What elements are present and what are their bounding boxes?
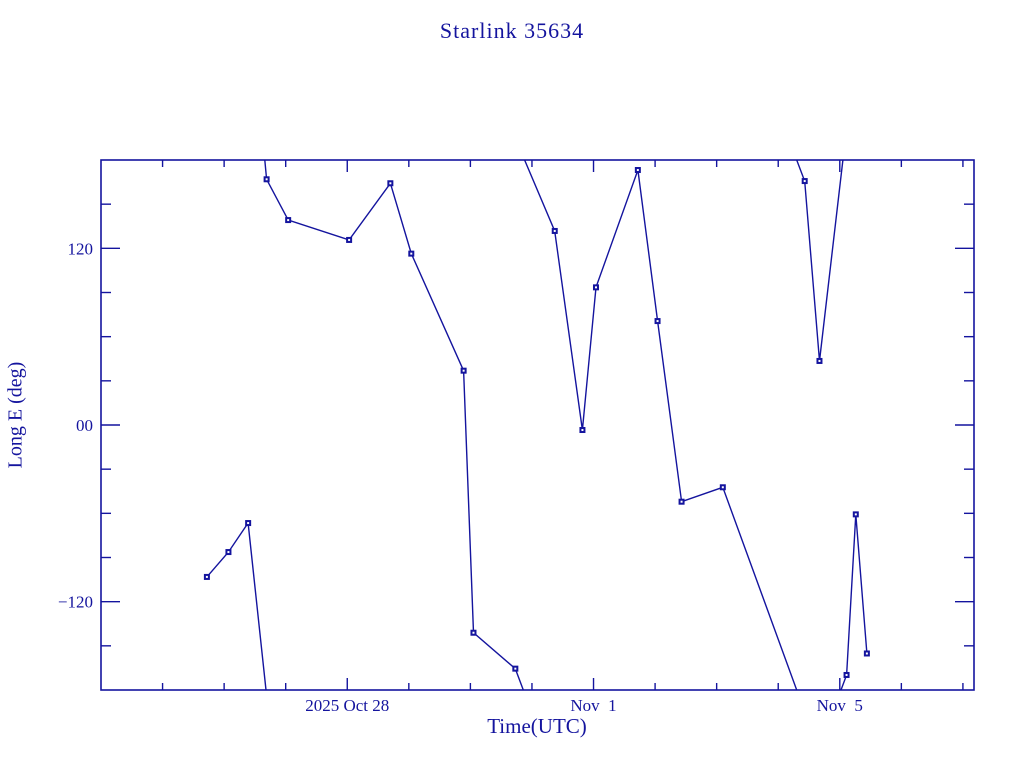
series-line bbox=[523, 160, 798, 690]
data-point-marker-center bbox=[721, 486, 724, 489]
data-point-marker-center bbox=[581, 429, 584, 432]
data-point-marker-center bbox=[636, 169, 639, 172]
series-line bbox=[840, 514, 868, 690]
data-point-marker-center bbox=[514, 667, 517, 670]
data-point-marker-center bbox=[287, 219, 290, 222]
series-line bbox=[206, 521, 267, 690]
x-tick-label: Nov 1 bbox=[570, 696, 616, 715]
data-point-marker-center bbox=[472, 631, 475, 634]
axis-box bbox=[100, 159, 975, 691]
y-tick-label: 120 bbox=[68, 239, 94, 258]
data-point-marker-center bbox=[389, 182, 392, 185]
data-point-marker-center bbox=[818, 359, 821, 362]
x-tick-label: 2025 Oct 28 bbox=[305, 696, 389, 715]
data-point-marker-center bbox=[205, 575, 208, 578]
data-point-marker-center bbox=[656, 320, 659, 323]
data-point-marker-center bbox=[680, 500, 683, 503]
data-point-marker-center bbox=[462, 369, 465, 372]
data-point-marker-center bbox=[865, 652, 868, 655]
x-axis-label: Time(UTC) bbox=[487, 714, 587, 738]
data-point-marker-center bbox=[265, 178, 268, 181]
x-tick-label: Nov 5 bbox=[817, 696, 863, 715]
data-point-marker-center bbox=[227, 551, 230, 554]
data-point-marker-center bbox=[553, 229, 556, 232]
y-tick-label: 00 bbox=[76, 416, 93, 435]
data-point-marker-center bbox=[845, 673, 848, 676]
data-point-marker-center bbox=[410, 252, 413, 255]
data-point-marker-center bbox=[803, 180, 806, 183]
series-line bbox=[264, 160, 524, 690]
series-line bbox=[796, 160, 844, 362]
data-point-marker-center bbox=[854, 513, 857, 516]
data-point-marker-center bbox=[594, 286, 597, 289]
data-point-marker-center bbox=[247, 522, 250, 525]
chart-title: Starlink 35634 bbox=[439, 18, 585, 43]
data-point-marker-center bbox=[348, 238, 351, 241]
y-tick-label: −120 bbox=[58, 593, 93, 612]
